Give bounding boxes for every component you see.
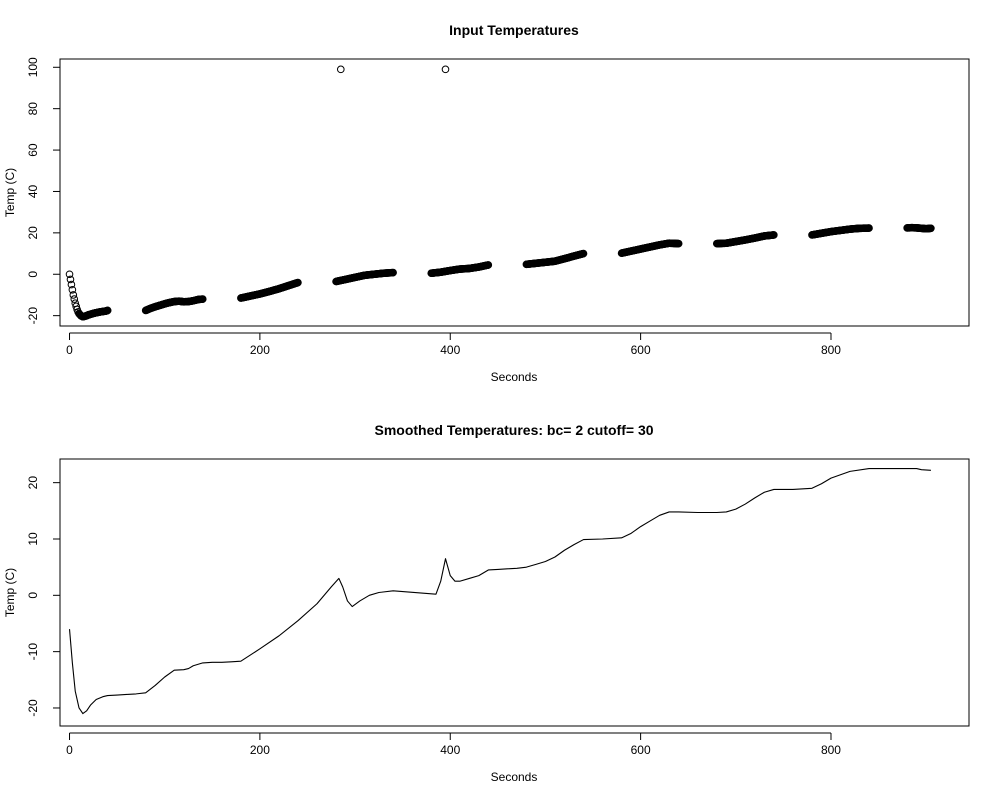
data-point bbox=[865, 224, 873, 232]
chart-title: Input Temperatures bbox=[449, 22, 579, 38]
x-tick-label: 800 bbox=[821, 743, 841, 757]
y-tick-label: 20 bbox=[26, 226, 40, 240]
data-point bbox=[927, 224, 935, 233]
data-point bbox=[69, 291, 78, 299]
x-axis-label: Seconds bbox=[491, 770, 538, 784]
y-axis: -20 -10 0 10 20 bbox=[26, 476, 61, 717]
x-tick-label: 200 bbox=[250, 343, 270, 357]
y-tick-label: -10 bbox=[26, 643, 40, 661]
y-tick-label: 10 bbox=[26, 532, 40, 546]
y-tick-label: 60 bbox=[26, 143, 40, 157]
data-point bbox=[484, 261, 493, 269]
data-point bbox=[65, 270, 74, 279]
x-axis-label: Seconds bbox=[491, 370, 538, 384]
data-point bbox=[674, 239, 683, 248]
data-point bbox=[66, 275, 75, 284]
data-point bbox=[198, 295, 207, 303]
x-tick-label: 200 bbox=[250, 743, 270, 757]
data-point bbox=[770, 231, 778, 239]
input-temperatures-panel: Input Temperatures 0 200 400 600 800 -20 0 20 4… bbox=[3, 22, 970, 384]
x-axis: 0 200 400 600 800 bbox=[66, 732, 841, 757]
y-tick-label: 40 bbox=[26, 184, 40, 198]
x-axis: 0 200 400 600 800 bbox=[66, 332, 841, 357]
y-tick-label: 80 bbox=[26, 102, 40, 116]
plot-frame bbox=[59, 58, 970, 327]
y-tick-label: 0 bbox=[26, 271, 40, 278]
y-tick-label: -20 bbox=[26, 307, 40, 325]
x-tick-label: 800 bbox=[821, 343, 841, 357]
x-tick-label: 400 bbox=[440, 743, 460, 757]
data-point bbox=[103, 306, 112, 315]
y-tick-label: -20 bbox=[26, 699, 40, 717]
data-point bbox=[68, 285, 77, 294]
series-line-group bbox=[68, 468, 931, 715]
y-axis-label: Temp (C) bbox=[3, 168, 17, 217]
data-point bbox=[70, 295, 79, 303]
scatter-points bbox=[65, 65, 935, 321]
chart-title: Smoothed Temperatures: bc= 2 cutoff= 30 bbox=[374, 422, 653, 438]
y-axis: -20 0 20 40 60 80 100 bbox=[26, 57, 61, 325]
x-tick-label: 600 bbox=[631, 743, 651, 757]
data-point bbox=[336, 65, 345, 74]
y-axis-label: Temp (C) bbox=[3, 568, 17, 617]
data-point bbox=[441, 65, 450, 74]
data-point bbox=[294, 278, 302, 287]
series-line bbox=[68, 468, 931, 715]
data-point bbox=[67, 280, 76, 289]
x-tick-label: 0 bbox=[66, 743, 73, 757]
x-tick-label: 400 bbox=[440, 343, 460, 357]
x-tick-label: 0 bbox=[66, 343, 73, 357]
y-tick-label: 0 bbox=[26, 592, 40, 599]
data-point bbox=[389, 268, 397, 277]
y-tick-label: 20 bbox=[26, 476, 40, 490]
plot-frame bbox=[59, 458, 970, 727]
x-tick-label: 600 bbox=[631, 343, 651, 357]
data-point bbox=[579, 249, 588, 258]
smoothed-temperatures-panel: Smoothed Temperatures: bc= 2 cutoff= 30 … bbox=[3, 422, 970, 784]
y-tick-label: 100 bbox=[26, 57, 40, 77]
